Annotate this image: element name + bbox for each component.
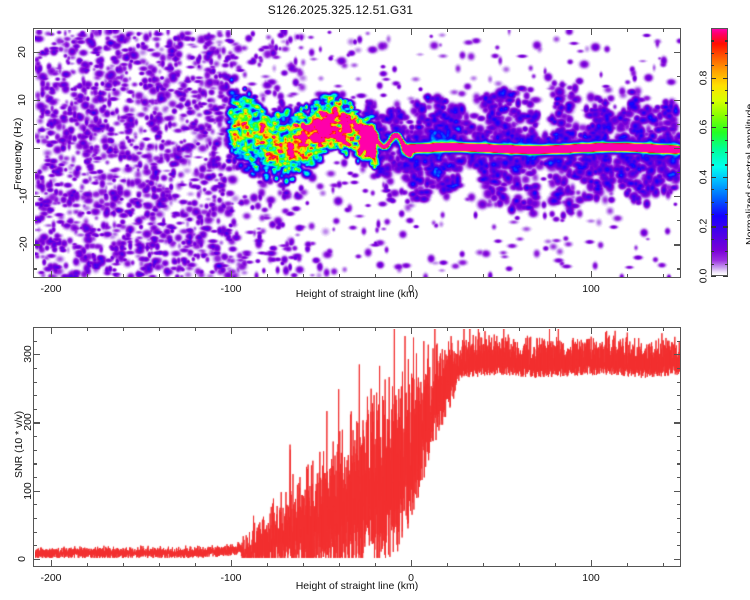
colorbar-tick: 0.0: [697, 268, 710, 284]
top-x-axis-title: Height of straight line (km): [295, 288, 419, 300]
bottom-x-tick: 100: [582, 572, 600, 584]
spectrogram-image: [34, 29, 680, 277]
colorbar-tick: 0.4: [697, 169, 710, 185]
bottom-x-tick: -200: [40, 572, 62, 584]
top-x-tick: 0: [408, 283, 414, 295]
colorbar-tick: 0.6: [697, 119, 710, 135]
top-y-tick: 10: [15, 94, 28, 106]
bottom-y-tick: 300: [21, 345, 34, 364]
bottom-y-axis-title: SNR (10 * v/v): [13, 410, 25, 478]
colorbar-tick: 0.2: [697, 219, 710, 234]
bottom-x-tick: -100: [220, 572, 242, 584]
bottom-x-tick: 0: [408, 572, 414, 584]
top-x-tick: -100: [220, 283, 242, 295]
top-y-tick: -20: [17, 236, 30, 252]
bottom-y-tick: 100: [21, 481, 34, 500]
page-title: S126.2025.325.12.51.G31: [267, 3, 414, 17]
top-y-tick: 20: [15, 46, 28, 58]
snr-trace: [34, 328, 680, 566]
bottom-x-axis-title: Height of straight line (km): [295, 580, 419, 592]
top-y-tick: -10: [17, 188, 30, 204]
top-x-tick: -200: [40, 283, 62, 295]
top-y-axis-title: Frequency (Hz): [12, 117, 24, 190]
top-x-tick: 100: [582, 283, 600, 295]
colorbar-tick: 0.8: [697, 70, 710, 85]
bottom-y-tick: 0: [15, 555, 28, 562]
colorbar-title: Normalized spectral amplitude: [744, 103, 750, 245]
